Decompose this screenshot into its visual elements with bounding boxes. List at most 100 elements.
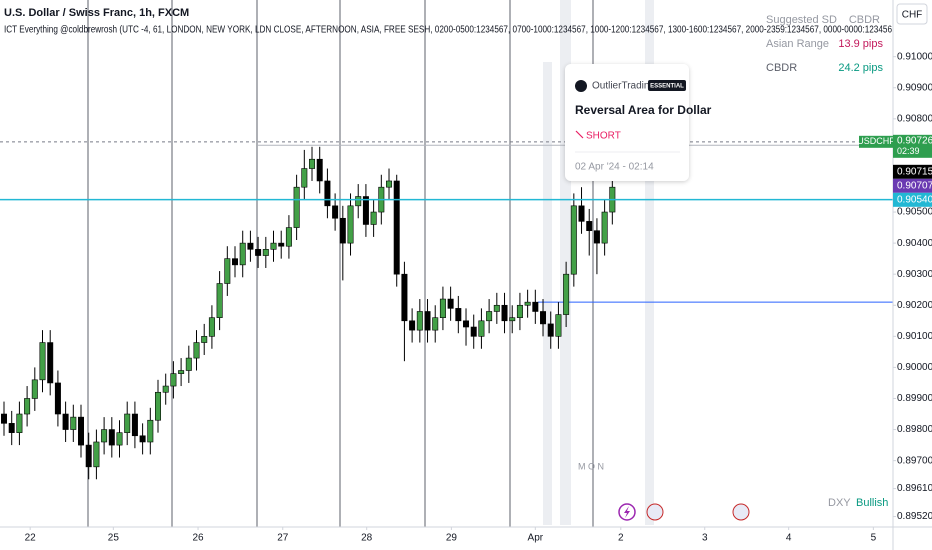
candle-body: [447, 298, 454, 309]
candle-body: [555, 314, 562, 337]
candle-body: [463, 320, 470, 328]
x-tick-label: 26: [192, 533, 204, 544]
candle-body: [478, 320, 485, 337]
x-tick-label: 27: [277, 533, 289, 544]
x-tick-label: 28: [361, 533, 373, 544]
card-title[interactable]: Reversal Area for Dollar: [575, 103, 712, 117]
candle-body: [309, 158, 316, 169]
candle-body: [547, 323, 554, 337]
table-cell: 13.9 pips: [838, 38, 883, 50]
candle-body: [316, 158, 323, 182]
candle-body: [101, 429, 108, 443]
candle-body: [262, 249, 269, 256]
candle-body: [593, 230, 600, 244]
price-badge: [893, 192, 932, 207]
event-icon[interactable]: [732, 503, 750, 521]
candle-body: [54, 382, 61, 415]
x-tick-label: 3: [702, 533, 708, 544]
dxy-status: Bullish: [856, 497, 888, 509]
candle-body: [432, 317, 439, 331]
candle-body: [401, 273, 408, 322]
session-band: [645, 0, 654, 525]
candle-body: [85, 444, 92, 468]
idea-card[interactable]: OutlierTrading ESSENTIAL Reversal Area f…: [565, 64, 712, 181]
candle-body: [524, 301, 531, 306]
candle-body: [47, 342, 54, 384]
event-icon[interactable]: [646, 503, 664, 521]
candle-body: [578, 205, 585, 222]
price-badge: [893, 178, 932, 193]
candle-body: [232, 258, 239, 266]
price-badge-label: 0.90715: [897, 166, 932, 177]
y-tick-label: 0.90800: [897, 113, 932, 124]
symbol-name: USDCHF: [857, 136, 895, 146]
candle-body: [170, 373, 177, 387]
candle-body: [455, 308, 462, 322]
candle-body: [62, 413, 69, 430]
candle-body: [509, 317, 516, 322]
candle-body: [155, 391, 162, 421]
x-tick-label: 2: [618, 533, 624, 544]
separators: [87, 0, 594, 527]
candle-body: [255, 249, 262, 256]
symbol-price: 0.90726: [897, 135, 932, 146]
candle-body: [601, 211, 608, 244]
candle-body: [193, 342, 200, 359]
candle-body: [247, 242, 254, 250]
candle-body: [108, 429, 115, 446]
candle-body: [78, 416, 85, 446]
candle-body: [285, 227, 292, 247]
y-tick-label: 0.90400: [897, 238, 932, 249]
card-date: 02 Apr '24 - 02:14: [575, 162, 654, 173]
candle-body: [339, 217, 346, 244]
candle-body: [178, 370, 185, 374]
currency-button[interactable]: [896, 3, 928, 25]
candle-body: [439, 298, 446, 318]
candle-body: [332, 205, 339, 219]
candle-body: [501, 304, 508, 322]
y-tick-label: 0.89700: [897, 455, 932, 466]
candle-body: [24, 398, 31, 415]
candle-body: [293, 186, 300, 228]
y-tick-label: 0.90000: [897, 362, 932, 373]
y-tick-label: 0.90300: [897, 269, 932, 280]
chart-title: U.S. Dollar / Swiss Franc, 1h, FXCM: [4, 7, 189, 19]
candle-body: [201, 336, 208, 343]
x-tick-label: 29: [446, 533, 458, 544]
candle-body: [16, 413, 23, 433]
x-tick-label: 25: [108, 533, 120, 544]
candle-body: [8, 423, 15, 433]
candle-body: [540, 311, 547, 325]
plot: [0, 141, 893, 480]
price-badge-label: 0.90540: [897, 194, 932, 205]
indicator-label: ICT Everything @coldbrewrosh (UTC -4, 61…: [4, 25, 892, 36]
card-author[interactable]: OutlierTrading: [592, 81, 655, 92]
candle-body: [116, 432, 123, 446]
candle-body: [239, 242, 246, 266]
candle-body: [386, 180, 393, 188]
candle-body: [31, 379, 38, 399]
candle-body: [355, 196, 362, 207]
candle-body: [147, 419, 154, 443]
symbol-price-bg: [893, 134, 932, 158]
candle-body: [131, 413, 138, 437]
candle-body: [185, 357, 192, 371]
session-band: [543, 62, 552, 525]
candle-body: [224, 258, 231, 284]
candle-body: [586, 221, 593, 231]
candle-body: [301, 168, 308, 188]
candle-body: [470, 326, 477, 337]
y-tick-label: 0.90100: [897, 331, 932, 342]
candle-body: [162, 385, 169, 393]
x-tick-label: 4: [786, 533, 792, 544]
candle-body: [416, 311, 423, 331]
candle-body: [208, 317, 215, 337]
candle-body: [347, 205, 354, 244]
candle-body: [424, 311, 431, 331]
card-direction: SHORT: [586, 131, 621, 142]
currency-label[interactable]: CHF: [902, 10, 923, 21]
event-icons[interactable]: [618, 503, 750, 521]
candle-body: [563, 273, 570, 315]
